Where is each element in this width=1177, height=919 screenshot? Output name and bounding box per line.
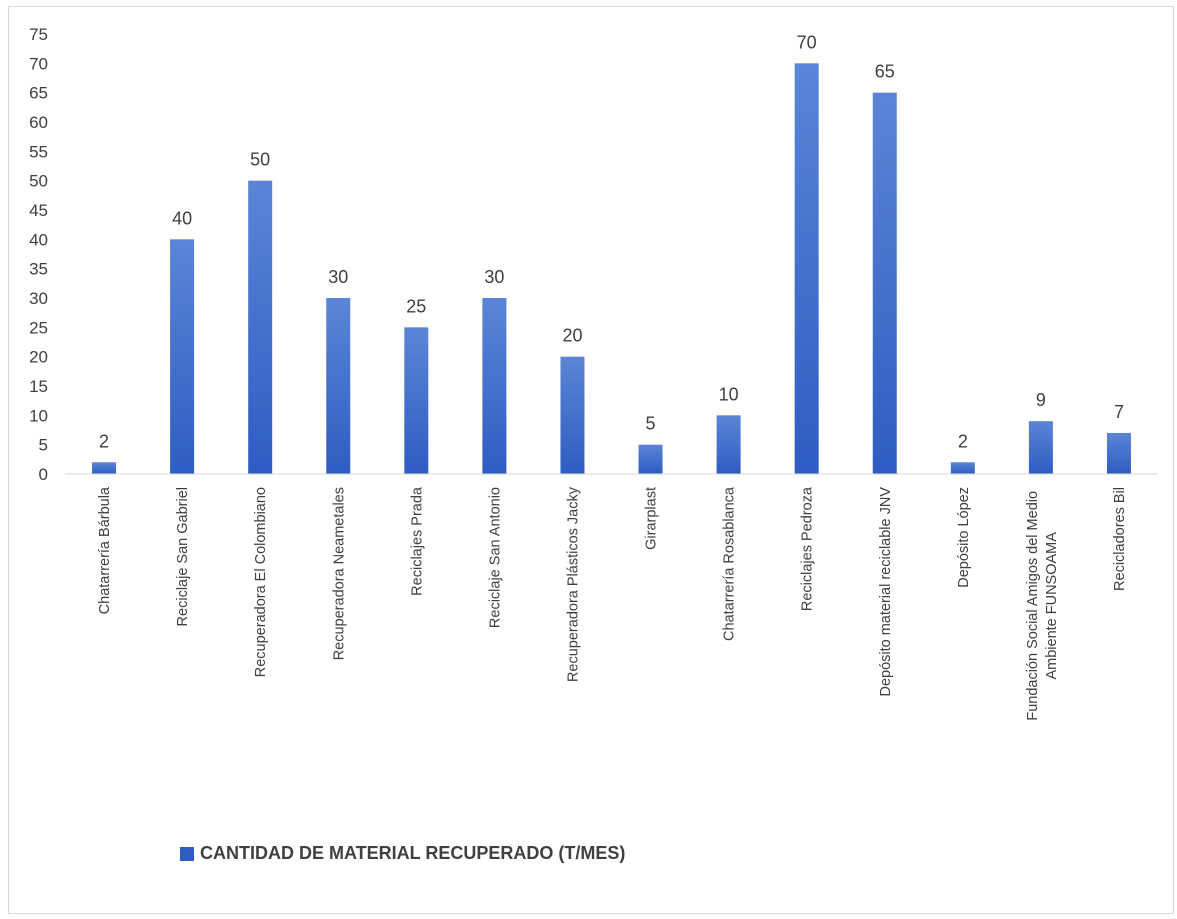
- y-tick-label: 35: [29, 260, 48, 279]
- data-label: 2: [958, 431, 968, 451]
- x-tick-label: Chatarrería Rosablanca: [722, 486, 738, 641]
- bar: [872, 92, 897, 475]
- svg-text:Recicladores Bil: Recicladores Bil: [1112, 487, 1128, 591]
- data-label: 9: [1036, 390, 1046, 410]
- data-label: 25: [406, 296, 426, 316]
- svg-text:Reciclajes Prada: Reciclajes Prada: [409, 486, 425, 596]
- data-label: 40: [172, 208, 192, 228]
- svg-text:Reciclaje San Antonio: Reciclaje San Antonio: [487, 487, 503, 628]
- svg-text:Chatarrería Rosablanca: Chatarrería Rosablanca: [722, 486, 738, 641]
- y-tick-label: 5: [39, 436, 48, 455]
- bar: [1106, 432, 1131, 474]
- bar: [482, 298, 507, 474]
- y-tick-label: 15: [29, 377, 48, 396]
- bar: [92, 462, 117, 474]
- x-tick-label: Chatarrería Bárbula: [97, 486, 113, 614]
- data-label: 5: [646, 414, 656, 434]
- y-tick-label: 75: [29, 25, 48, 44]
- bar: [248, 180, 273, 474]
- data-label: 65: [875, 62, 895, 82]
- svg-text:Reciclajes Pedroza: Reciclajes Pedroza: [800, 486, 816, 611]
- svg-text:Depósito López: Depósito López: [956, 487, 972, 588]
- legend-swatch: [180, 846, 194, 861]
- x-tick-label: Reciclajes Prada: [409, 486, 425, 596]
- svg-text:Reciclaje San Gabriel: Reciclaje San Gabriel: [175, 487, 191, 626]
- y-tick-label: 55: [29, 142, 48, 161]
- x-axis: Chatarrería Bárbula Reciclaje San Gabriel…: [65, 473, 1158, 721]
- y-tick-label: 10: [29, 406, 48, 425]
- data-label: 30: [328, 267, 348, 287]
- y-tick-label: 60: [29, 113, 48, 132]
- y-tick-label: 0: [39, 465, 48, 484]
- svg-text:Recuperadora Neametales: Recuperadora Neametales: [331, 487, 347, 660]
- data-label: 7: [1114, 402, 1124, 422]
- svg-text:Depósito material reciclable J: Depósito material reciclable JNV: [878, 487, 894, 697]
- chart-frame: [8, 6, 1174, 914]
- x-tick-label: Recuperadora Neametales: [331, 487, 347, 660]
- bar: [638, 444, 663, 474]
- x-tick-label: Recicladores Bil: [1112, 487, 1128, 591]
- data-label: 30: [484, 267, 504, 287]
- legend: CANTIDAD DE MATERIAL RECUPERADO (T/MES): [180, 843, 625, 864]
- bar: [950, 462, 975, 474]
- x-tick-label: Reciclajes Pedroza: [800, 486, 816, 611]
- data-label: 20: [562, 326, 582, 346]
- bar: [326, 298, 351, 474]
- bar: [794, 63, 819, 474]
- svg-text:Recuperadora El Colombiano: Recuperadora El Colombiano: [253, 487, 269, 677]
- data-label: 50: [250, 150, 270, 170]
- y-tick-label: 30: [29, 289, 48, 308]
- bars: [92, 63, 1131, 475]
- legend-label: CANTIDAD DE MATERIAL RECUPERADO (T/MES): [200, 843, 626, 863]
- data-label: 2: [99, 431, 109, 451]
- x-tick-label: Recuperadora El Colombiano: [253, 487, 269, 677]
- svg-text:Recuperadora Plásticos Jacky: Recuperadora Plásticos Jacky: [565, 486, 581, 682]
- x-tick-label: Depósito López: [956, 487, 972, 588]
- x-tick-label: Girarplast: [644, 487, 660, 550]
- y-tick-label: 25: [29, 318, 48, 337]
- y-axis: 0 5 10 15 20 25 30 35 40 45 50 55 60 65 70 75: [29, 25, 48, 484]
- y-tick-label: 50: [29, 172, 48, 191]
- y-tick-label: 45: [29, 201, 48, 220]
- data-label: 70: [797, 32, 817, 52]
- data-labels: 2 40 50 30 25 30 20 5 10 70 65 2 9 7: [99, 32, 1124, 451]
- x-tick-label: Fundación Social Amigos del Medio Ambient…: [1025, 491, 1060, 721]
- y-tick-label: 65: [29, 84, 48, 103]
- y-tick-label: 70: [29, 54, 48, 73]
- bar: [404, 327, 429, 474]
- svg-text:Fundación Social Amigos del Me: Fundación Social Amigos del Medio Ambient…: [1025, 491, 1060, 721]
- bar: [170, 239, 195, 474]
- x-tick-label: Reciclaje San Gabriel: [175, 487, 191, 626]
- data-label: 10: [719, 384, 739, 404]
- bar: [716, 415, 741, 474]
- y-tick-label: 20: [29, 348, 48, 367]
- svg-text:Chatarrería Bárbula: Chatarrería Bárbula: [97, 486, 113, 614]
- svg-text:Girarplast: Girarplast: [644, 487, 660, 550]
- bar: [1028, 421, 1053, 474]
- x-tick-label: Recuperadora Plásticos Jacky: [565, 486, 581, 682]
- x-tick-label: Depósito material reciclable JNV: [878, 487, 894, 697]
- bar: [560, 356, 585, 474]
- x-tick-label: Reciclaje San Antonio: [487, 487, 503, 628]
- y-tick-label: 40: [29, 230, 48, 249]
